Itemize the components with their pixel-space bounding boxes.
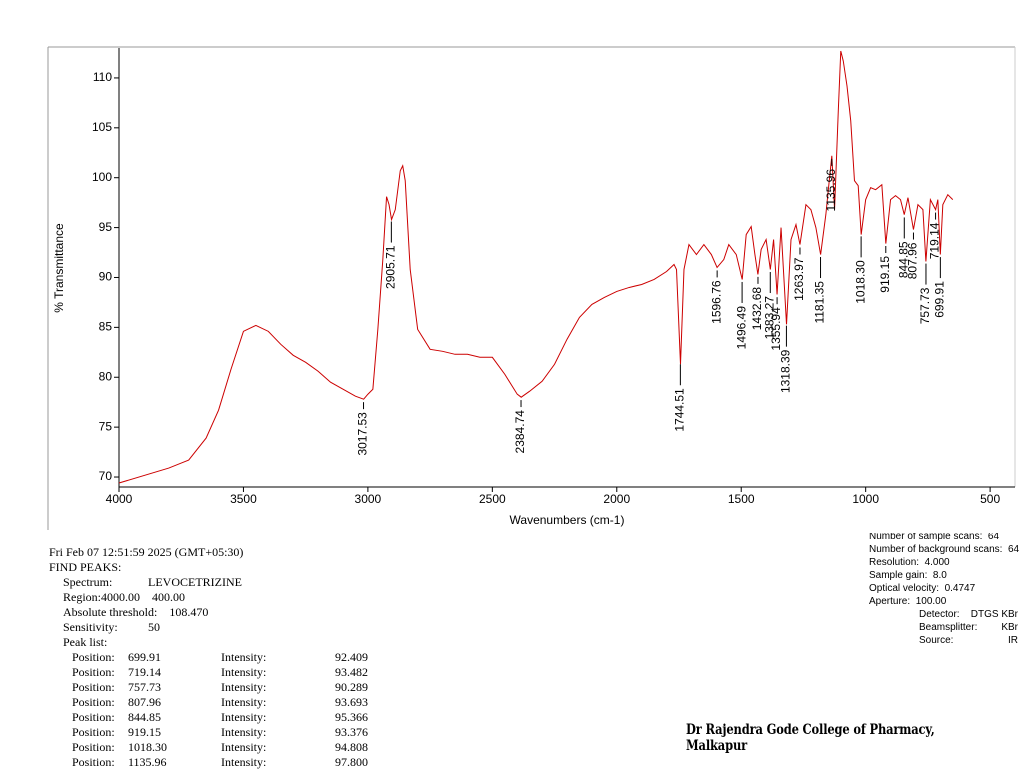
peak-label: 1018.30 — [853, 260, 867, 304]
chart: Wavenumbers (cm-1) % Transmittance 4000 3… — [47, 46, 1024, 533]
peak-label: 1432.68 — [750, 287, 764, 331]
y-tick-label: 110 — [93, 70, 112, 84]
peak-row-cell: 807.96 — [128, 695, 161, 709]
peak-row-cell: Position: — [72, 665, 115, 679]
peak-label: 1744.51 — [673, 388, 687, 432]
instrument-line: Aperture: 100.00 — [869, 596, 947, 607]
y-tick-label: 95 — [99, 220, 113, 234]
peak-label: 844.85 — [896, 241, 910, 278]
y-tick-label: 70 — [99, 469, 113, 483]
peak-row-cell: Intensity: — [221, 755, 267, 769]
peak-label: 1355.94 — [769, 307, 783, 351]
peak-label: 1263.97 — [792, 257, 806, 301]
peak-list-label: Peak list: — [63, 635, 108, 649]
heading: FIND PEAKS: — [49, 560, 122, 574]
spectrum-name: LEVOCETRIZINE — [148, 575, 242, 589]
peak-row-cell: 95.366 — [335, 710, 368, 724]
y-tick-label: 100 — [92, 170, 112, 184]
y-axis-label: % Transmittance — [52, 223, 66, 313]
peak-row-cell: Position: — [72, 725, 115, 739]
footer: Dr Rajendra Gode College of Pharmacy, Ma… — [686, 722, 935, 754]
peak-row-cell: 93.376 — [335, 725, 368, 739]
peak-row-cell: 1018.30 — [128, 740, 167, 754]
spectrum-label: Spectrum: — [63, 575, 113, 589]
peak-label: 3017.53 — [356, 412, 370, 456]
peak-label: 1596.76 — [709, 280, 723, 324]
y-tick-label: 105 — [92, 120, 112, 134]
peak-row-cell: Position: — [72, 710, 115, 724]
peak-label: 699.91 — [933, 281, 947, 318]
y-tick-label: 85 — [99, 320, 113, 334]
peak-row-cell: Position: — [72, 740, 115, 754]
peak-row-cell: 757.73 — [128, 680, 161, 694]
peak-row-cell: Position: — [72, 680, 115, 694]
threshold: Absolute threshold: 108.470 — [63, 605, 209, 619]
spectrum — [118, 50, 954, 484]
x-tick-label: 1500 — [728, 492, 755, 506]
x-axis-label: Wavenumbers (cm-1) — [510, 513, 625, 527]
instrument-line: Resolution: 4.000 — [869, 557, 950, 568]
instrument-line: Optical velocity: 0.4747 — [869, 583, 976, 594]
x-tick-label: 2000 — [603, 492, 630, 506]
peak-label: 2384.74 — [513, 410, 527, 454]
x-tick-label: 500 — [980, 492, 1000, 506]
x-tick-label: 2500 — [479, 492, 506, 506]
optics-label: Beamsplitter: — [919, 622, 978, 633]
peak-row-cell: Intensity: — [221, 650, 267, 664]
peak-label: 807.96 — [906, 242, 920, 279]
optics-value: KBr — [1001, 622, 1018, 633]
chart-panel — [48, 47, 1024, 533]
peak-row-cell: Intensity: — [221, 680, 267, 694]
peak-row-cell: Position: — [72, 755, 115, 769]
peak-label: 1181.35 — [813, 281, 827, 324]
optics-value: DTGS KBr — [970, 609, 1018, 620]
optics-value: IR — [1008, 635, 1018, 646]
peak-row-cell: 92.409 — [335, 650, 368, 664]
peak-row-cell: 844.85 — [128, 710, 161, 724]
region: Region:4000.00 400.00 — [63, 590, 185, 604]
peak-row-cell: 719.14 — [128, 665, 161, 679]
sensitivity-label: Sensitivity: — [63, 620, 118, 634]
y-tick-label: 80 — [99, 369, 113, 383]
x-tick-label: 3000 — [355, 492, 382, 506]
peak-row-cell: 94.808 — [335, 740, 368, 754]
peak-row-cell: 1135.96 — [128, 755, 167, 769]
peak-label: 1496.49 — [734, 306, 748, 350]
peak-row-cell: Position: — [72, 650, 115, 664]
peak-row-cell: 93.482 — [335, 665, 368, 679]
peak-row-cell: 90.289 — [335, 680, 368, 694]
peak-row-cell: Intensity: — [221, 725, 267, 739]
timestamp: Fri Feb 07 12:51:59 2025 (GMT+05:30) — [49, 545, 244, 559]
peak-row-cell: 919.15 — [128, 725, 161, 739]
peak-label: 1135.96 — [824, 169, 838, 212]
peak-row-cell: 699.91 — [128, 650, 161, 664]
x-tick-label: 4000 — [106, 492, 133, 506]
peak-row-cell: 97.800 — [335, 755, 368, 769]
peak-label: 919.15 — [878, 256, 892, 293]
sensitivity: 50 — [148, 620, 160, 634]
instrument-line: Sample gain: 8.0 — [869, 570, 947, 581]
optics-label: Source: — [919, 635, 954, 646]
y-tick-label: 90 — [99, 270, 113, 284]
peak-row-cell: Intensity: — [221, 740, 267, 754]
instrument-line: Number of background scans: 64 — [869, 544, 1020, 555]
peak-row-cell: Intensity: — [221, 665, 267, 679]
x-tick-label: 1000 — [852, 492, 879, 506]
optics-label: Detector: — [919, 609, 960, 620]
peak-row-cell: 93.693 — [335, 695, 368, 709]
peak-label: 757.73 — [918, 287, 932, 324]
y-tick-label: 75 — [99, 419, 113, 433]
peak-row-cell: Position: — [72, 695, 115, 709]
peak-row-cell: Intensity: — [221, 695, 267, 709]
instrument-line: Number of sample scans: 64 — [869, 531, 1000, 542]
peak-row-cell: Intensity: — [221, 710, 267, 724]
peak-label: 719.14 — [928, 222, 942, 259]
peak-label: 2905.71 — [384, 245, 398, 289]
peak-label: 1318.39 — [779, 349, 793, 393]
peak-label: 1383.27 — [762, 296, 776, 340]
x-tick-label: 3500 — [230, 492, 257, 506]
